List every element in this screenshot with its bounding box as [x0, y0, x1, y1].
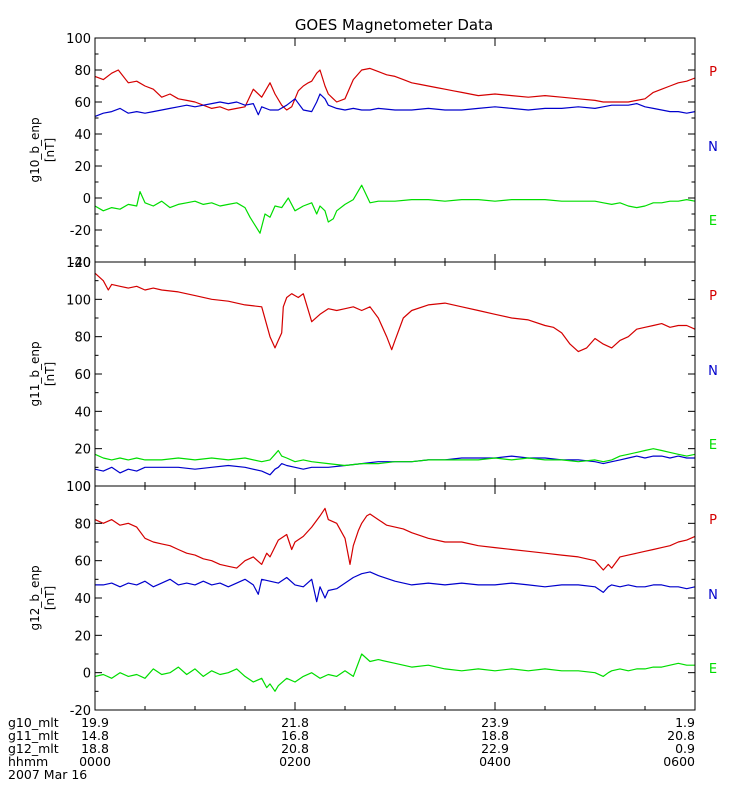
legend-entry-n: N: [708, 140, 718, 155]
x-tick-label: 16.8: [281, 728, 309, 743]
series-line-p: [94, 507, 696, 571]
legend-entry-e: E: [709, 214, 717, 229]
x-tick-label: 22.9: [481, 741, 509, 756]
y-tick-label: 40: [74, 592, 91, 607]
x-tick-label: 18.8: [81, 741, 109, 756]
y-tick-label: 60: [74, 96, 91, 111]
legend-entry-p: P: [709, 513, 717, 528]
time-row-label: g12_mlt: [8, 741, 59, 756]
legend-entry-n: N: [708, 588, 718, 603]
legend-entry-e: E: [709, 438, 717, 453]
y-tick-label: -20: [70, 224, 91, 239]
y-tick-label: 0: [83, 667, 91, 682]
y-tick-label: 60: [74, 368, 91, 383]
x-tick-label: 0200: [279, 754, 311, 769]
y-tick-label: -40: [70, 256, 91, 271]
series-line-e: [94, 184, 696, 234]
legend-entry-n: N: [708, 364, 718, 379]
date-label: 2007 Mar 16: [8, 767, 87, 782]
y-tick-label: 80: [74, 64, 91, 79]
x-tick-label: 14.8: [81, 728, 109, 743]
legend-entry-p: P: [709, 289, 717, 304]
x-tick-label: 0400: [479, 754, 511, 769]
series-line-p: [94, 272, 696, 353]
y-tick-label: 0: [83, 480, 91, 495]
y-axis-label: g11_b_enp: [28, 341, 42, 406]
x-tick-label: 21.8: [281, 715, 309, 730]
x-tick-label: 0000: [79, 754, 111, 769]
footer-time-axis: g10_mlt 19.9 21.8 23.9 1.9 g11_mlt 14.8 16.8 18.…: [8, 715, 695, 782]
x-tick-label: 0.9: [675, 741, 695, 756]
x-tick-label: 18.8: [481, 728, 509, 743]
x-tick-label: 0600: [663, 754, 695, 769]
y-tick-label: 100: [66, 480, 91, 495]
series-line-e: [94, 448, 696, 467]
y-tick-label: 40: [74, 405, 91, 420]
x-tick-label: 1.9: [675, 715, 695, 730]
y-tick-label: 40: [74, 128, 91, 143]
series-line-p: [94, 67, 696, 111]
series-line-n: [94, 455, 695, 476]
time-row-label: hhmm: [8, 754, 48, 769]
legend-entry-e: E: [709, 662, 717, 677]
panel-1: -40 -20 0 20 40 60 80 100 g10_b_enp [nT] P N E: [28, 32, 718, 271]
time-row-label: g11_mlt: [8, 728, 59, 743]
y-tick-label: 120: [66, 256, 91, 271]
y-axis-unit: [nT]: [43, 362, 57, 386]
series-line-n: [94, 93, 696, 117]
y-tick-label: 100: [66, 32, 91, 47]
y-tick-label: 20: [74, 160, 91, 175]
x-tick-label: 20.8: [667, 728, 695, 743]
y-tick-label: 80: [74, 517, 91, 532]
panel-2: 0 20 40 60 80 100 120 g11_b_enp [nT] P N E: [28, 256, 718, 495]
legend-entry-p: P: [709, 65, 717, 80]
y-axis-label: g12_b_enp: [28, 565, 42, 630]
chart-title: GOES Magnetometer Data: [295, 16, 493, 34]
x-tick-label: 23.9: [481, 715, 509, 730]
x-tick-label: 19.9: [81, 715, 109, 730]
y-tick-label: 20: [74, 629, 91, 644]
y-tick-label: 80: [74, 331, 91, 346]
panel-3: -20 0 20 40 60 80 100 g12_b_enp [nT] P N E: [28, 480, 718, 719]
y-axis-label: g10_b_enp: [28, 117, 42, 182]
time-row-label: g10_mlt: [8, 715, 59, 730]
y-tick-label: 20: [74, 443, 91, 458]
y-axis-unit: [nT]: [43, 586, 57, 610]
y-tick-label: 0: [83, 192, 91, 207]
y-axis-unit: [nT]: [43, 138, 57, 162]
series-line-n: [95, 571, 696, 603]
series-line-e: [94, 653, 695, 692]
y-tick-label: -20: [70, 704, 91, 719]
y-tick-label: 100: [66, 293, 91, 308]
y-tick-label: 60: [74, 555, 91, 570]
x-tick-label: 20.8: [281, 741, 309, 756]
